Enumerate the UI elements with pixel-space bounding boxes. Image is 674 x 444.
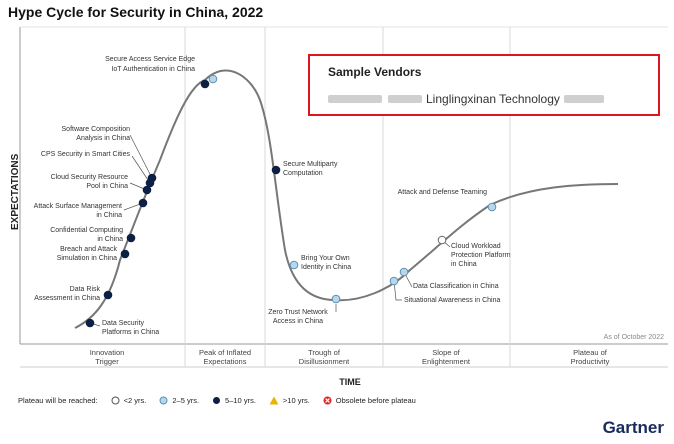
leader-line xyxy=(131,155,151,184)
phase-label: Plateau of Productivity xyxy=(571,348,610,366)
technology-marker xyxy=(126,233,136,243)
legend-item: 2–5 yrs. xyxy=(159,396,199,405)
legend-label: Plateau will be reached: xyxy=(18,396,98,405)
legend-item: Obsolete before plateau xyxy=(323,396,416,405)
gartner-logo: Gartner xyxy=(602,418,664,437)
legend: Plateau will be reached: <2 yrs. 2–5 yrs… xyxy=(18,396,429,405)
y-axis-label: EXPECTATIONS xyxy=(10,153,21,230)
technology-label: Confidential Computing in China xyxy=(50,227,123,243)
hype-curve xyxy=(74,69,619,329)
technology-label: Breach and Attack Simulation in China xyxy=(57,246,118,262)
legend-item: >10 yrs. xyxy=(269,396,310,405)
technology-label: Cloud Security Resource Pool in China xyxy=(51,174,129,190)
leader-lines xyxy=(89,134,451,327)
dark-navy-circle-icon xyxy=(213,397,221,404)
technology-label: Attack Surface Management in China xyxy=(34,203,122,219)
leader-line xyxy=(129,134,153,179)
open-circle-icon xyxy=(111,396,120,405)
red-x-circle-icon xyxy=(323,396,332,405)
technology-label: Secure Multiparty Computation xyxy=(283,161,338,177)
chart-title: Hype Cycle for Security in China, 2022 xyxy=(8,4,264,20)
phase-label: Trough of Disillusionment xyxy=(299,348,350,366)
technology-marker xyxy=(120,249,130,259)
technology-marker xyxy=(142,185,152,195)
technology-label: Zero Trust Network Access in China xyxy=(268,309,328,325)
blurred-vendor xyxy=(563,95,604,103)
technology-marker xyxy=(399,267,409,277)
sample-vendors-heading: Sample Vendors xyxy=(328,65,422,79)
technology-label: Data Classification in China xyxy=(413,283,499,290)
blurred-vendor xyxy=(328,95,382,103)
technology-label: Bring Your Own Identity in China xyxy=(301,255,351,271)
blurred-vendor xyxy=(388,95,422,103)
legend-item: <2 yrs. xyxy=(111,396,146,405)
technology-markers xyxy=(85,74,497,328)
technology-label: Secure Access Service Edge xyxy=(105,56,195,63)
as-of-note: As of October 2022 xyxy=(604,334,664,341)
technology-marker xyxy=(437,235,447,245)
sample-vendors-callout: Sample Vendors Linglingxinan Technology xyxy=(308,54,660,116)
x-axis-label: TIME xyxy=(339,377,361,387)
technology-label: Data Risk Assessment in China xyxy=(34,286,100,302)
vendor-name: Linglingxinan Technology xyxy=(426,92,560,106)
technology-label: Cloud Workload Protection Platform in Chin… xyxy=(451,243,511,268)
technology-marker xyxy=(103,290,113,300)
phase-label: Slope of Enlightenment xyxy=(422,348,471,366)
technology-marker xyxy=(138,198,148,208)
technology-label: IoT Authentication in China xyxy=(111,66,195,73)
technology-marker xyxy=(331,294,341,304)
technology-marker xyxy=(487,202,497,212)
technology-label: Software Composition Analysis in China xyxy=(62,126,131,142)
technology-labels: Secure Access Service Edge IoT Authentica… xyxy=(34,56,511,336)
technology-label: Situational Awareness in China xyxy=(404,297,500,304)
technology-marker xyxy=(389,276,399,286)
phase-labels: Innovation Trigger Peak of Inflated Expecta… xyxy=(90,348,610,366)
technology-marker xyxy=(85,318,95,328)
technology-marker xyxy=(200,79,210,89)
technology-label: Data Security Platforms in China xyxy=(102,320,159,336)
phase-label: Peak of Inflated Expectations xyxy=(199,348,251,366)
technology-marker xyxy=(271,165,281,175)
technology-label: CPS Security in Smart Cities xyxy=(41,151,131,158)
plot-frame xyxy=(19,26,668,368)
technology-label: Attack and Defense Teaming xyxy=(398,189,487,196)
sample-vendors-row: Linglingxinan Technology xyxy=(328,91,604,107)
phase-label: Innovation Trigger xyxy=(90,348,125,366)
technology-marker xyxy=(289,260,299,270)
yellow-triangle-icon xyxy=(269,396,279,405)
legend-item: 5–10 yrs. xyxy=(212,396,256,405)
light-blue-circle-icon xyxy=(159,396,168,405)
leader-line xyxy=(393,280,402,301)
technology-marker xyxy=(145,178,155,188)
technology-marker xyxy=(208,74,218,84)
